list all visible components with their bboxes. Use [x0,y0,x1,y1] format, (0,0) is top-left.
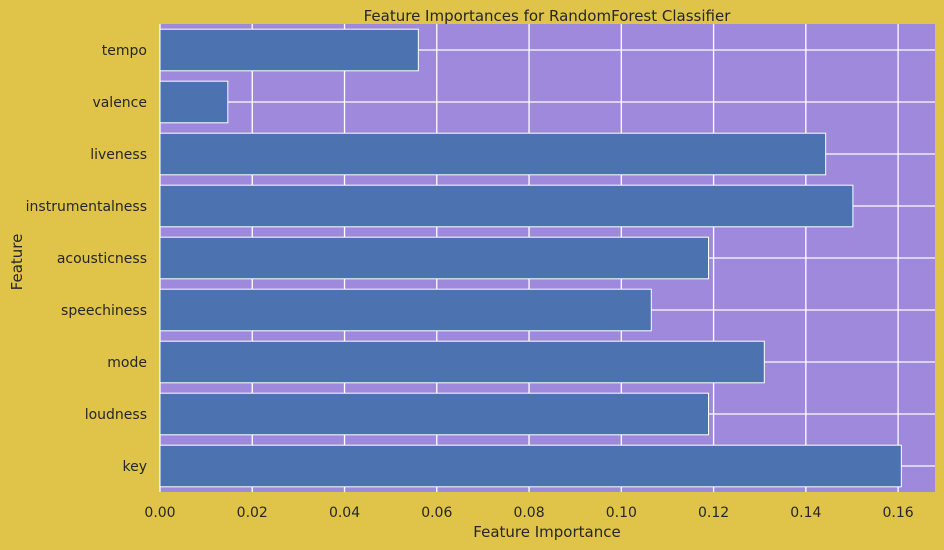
bar-valence [159,80,229,124]
x-tick-label: 0.16 [883,505,914,521]
y-tick-label: speechiness [61,303,147,319]
chart-title: Feature Importances for RandomForest Cla… [364,7,732,25]
x-tick-labels: 0.00 0.02 0.04 0.06 0.08 0.10 0.12 0.14 0.16 [144,505,913,521]
bar-liveness [159,132,827,176]
y-tick-label: liveness [90,147,147,163]
bars [159,28,902,488]
y-tick-label: key [122,459,147,475]
x-tick-label: 0.04 [329,505,360,521]
y-tick-label: acousticness [57,251,147,267]
bar-key [159,444,902,488]
x-tick-label: 0.14 [790,505,821,521]
y-tick-label: instrumentalness [26,199,147,215]
bar-tempo [159,28,419,72]
bar-acousticness [159,236,709,280]
x-tick-label: 0.12 [698,505,729,521]
bar-speechiness [159,288,652,332]
bar-instrumentalness [159,184,854,228]
bar-mode [159,340,765,384]
y-tick-label: mode [107,355,147,371]
x-tick-label: 0.00 [144,505,175,521]
y-tick-label: loudness [85,407,147,423]
x-tick-label: 0.02 [237,505,268,521]
x-tick-label: 0.08 [513,505,544,521]
bar-loudness [159,392,709,436]
x-axis-title: Feature Importance [473,523,620,541]
x-tick-label: 0.06 [421,505,452,521]
y-tick-label: valence [92,95,147,111]
x-tick-label: 0.10 [606,505,637,521]
y-tick-labels: tempo valence liveness instrumentalness acou… [26,43,147,475]
y-tick-label: tempo [102,43,147,59]
y-axis-title: Feature [8,234,26,291]
